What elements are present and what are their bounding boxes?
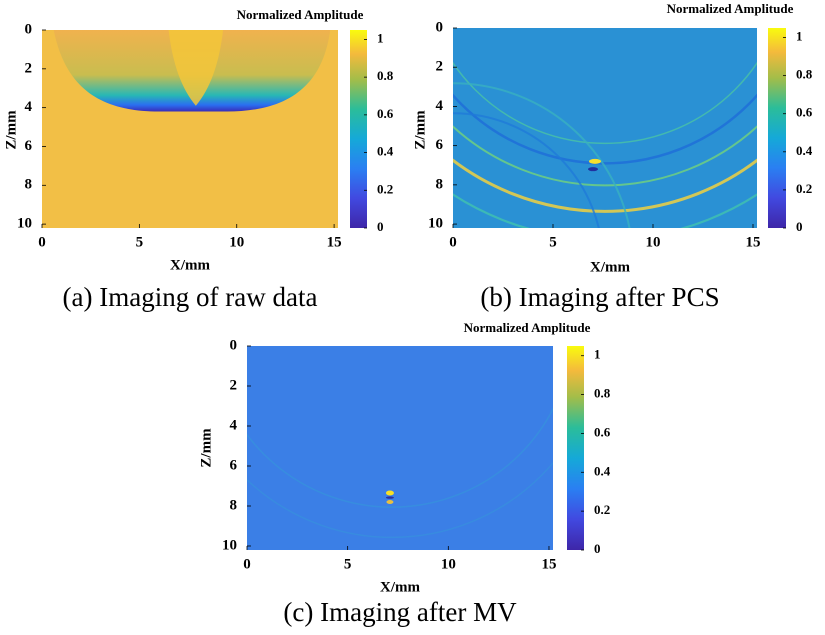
wave-arc xyxy=(453,93,757,165)
x-tick-label: 10 xyxy=(441,556,456,572)
panel: 0 5 10 15 0 2 4 6 8 10 0 0.2 0.4 0.6 0.8 1 Normalized Am… xyxy=(3,7,393,312)
y-tick-label: 10 xyxy=(17,216,32,232)
y-tick-label: 6 xyxy=(436,137,444,153)
colorbar-tick-label: 0.8 xyxy=(377,68,394,83)
colorbar-tick-label: 0.6 xyxy=(377,106,394,121)
hot-spot xyxy=(588,167,598,172)
x-tick-label: 15 xyxy=(327,234,342,250)
y-axis-label: Z/mm xyxy=(412,110,428,150)
hot-spot xyxy=(386,500,394,504)
y-tick-label: 8 xyxy=(230,497,238,513)
y-tick-label: 2 xyxy=(25,60,33,76)
y-tick-label: 8 xyxy=(25,177,33,193)
x-tick-label: 15 xyxy=(541,556,556,572)
y-tick-label: 2 xyxy=(230,377,238,393)
x-axis-label: X/mm xyxy=(380,579,420,595)
colorbar-tick-label: 1 xyxy=(796,29,803,44)
y-tick-label: 2 xyxy=(436,59,444,75)
caption: (b) Imaging after PCS xyxy=(480,282,719,312)
x-tick-label: 0 xyxy=(38,234,46,250)
colorbar-label: Normalized Amplitude xyxy=(667,1,794,16)
y-tick-label: 0 xyxy=(436,19,444,35)
heatmap-image xyxy=(42,30,338,228)
x-tick-label: 5 xyxy=(136,234,144,250)
colorbar-tick-label: 0.8 xyxy=(796,67,813,82)
y-tick-label: 6 xyxy=(25,138,33,154)
y-tick-label: 4 xyxy=(25,99,33,115)
colorbar-tick-label: 0 xyxy=(594,541,601,556)
colorbar-tick-label: 0.8 xyxy=(594,386,611,401)
wave-arc xyxy=(247,461,553,539)
y-axis-label: Z/mm xyxy=(3,110,19,150)
y-tick-label: 0 xyxy=(230,337,238,353)
y-tick-label: 4 xyxy=(230,417,238,433)
colorbar-tick-label: 1 xyxy=(377,30,384,45)
colorbar-tick-label: 0.4 xyxy=(796,143,813,158)
hot-spot xyxy=(385,496,394,499)
colorbar xyxy=(350,30,367,228)
heatmap-image xyxy=(453,28,757,228)
heatmap-background xyxy=(453,28,757,228)
x-axis-label: X/mm xyxy=(170,257,210,273)
x-tick-label: 10 xyxy=(229,234,244,250)
caption: (c) Imaging after MV xyxy=(283,597,517,627)
y-tick-label: 10 xyxy=(222,537,237,553)
y-axis-label: Z/mm xyxy=(198,428,214,468)
colorbar-tick-label: 0.2 xyxy=(594,502,610,517)
wave-arc xyxy=(453,125,757,187)
y-tick-label: 4 xyxy=(436,98,444,114)
y-tick-label: 8 xyxy=(436,176,444,192)
heatmap-region xyxy=(168,30,224,106)
heatmap-background xyxy=(247,346,553,550)
colorbar-tick-label: 0 xyxy=(796,219,803,234)
x-tick-label: 0 xyxy=(243,556,251,572)
colorbar-tick-label: 1 xyxy=(594,347,601,362)
y-tick-label: 6 xyxy=(230,457,238,473)
colorbar-tick-label: 0.4 xyxy=(594,463,611,478)
hot-spot xyxy=(589,158,601,164)
x-tick-label: 15 xyxy=(746,234,761,250)
heatmap-image xyxy=(247,346,553,550)
x-tick-label: 5 xyxy=(549,234,557,250)
wave-arc xyxy=(453,61,757,145)
colorbar-label: Normalized Amplitude xyxy=(237,7,364,22)
x-tick-label: 10 xyxy=(646,234,661,250)
hot-spot xyxy=(385,490,394,496)
x-axis-label: X/mm xyxy=(590,259,630,275)
x-tick-label: 0 xyxy=(449,234,457,250)
wave-arc xyxy=(453,158,757,213)
colorbar xyxy=(567,346,584,550)
colorbar-tick-label: 0 xyxy=(377,219,384,234)
colorbar-tick-label: 0.4 xyxy=(377,144,394,159)
colorbar-tick-label: 0.6 xyxy=(796,105,813,120)
colorbar-tick-label: 0.2 xyxy=(377,181,393,196)
caption: (a) Imaging of raw data xyxy=(63,282,318,312)
colorbar-tick-label: 0.6 xyxy=(594,424,611,439)
colorbar-tick-label: 0.2 xyxy=(796,181,812,196)
colorbar-label: Normalized Amplitude xyxy=(464,320,591,335)
colorbar xyxy=(768,28,786,228)
y-tick-label: 10 xyxy=(428,216,443,232)
x-tick-label: 5 xyxy=(344,556,352,572)
y-tick-label: 0 xyxy=(25,21,33,37)
wave-arc xyxy=(247,407,553,508)
